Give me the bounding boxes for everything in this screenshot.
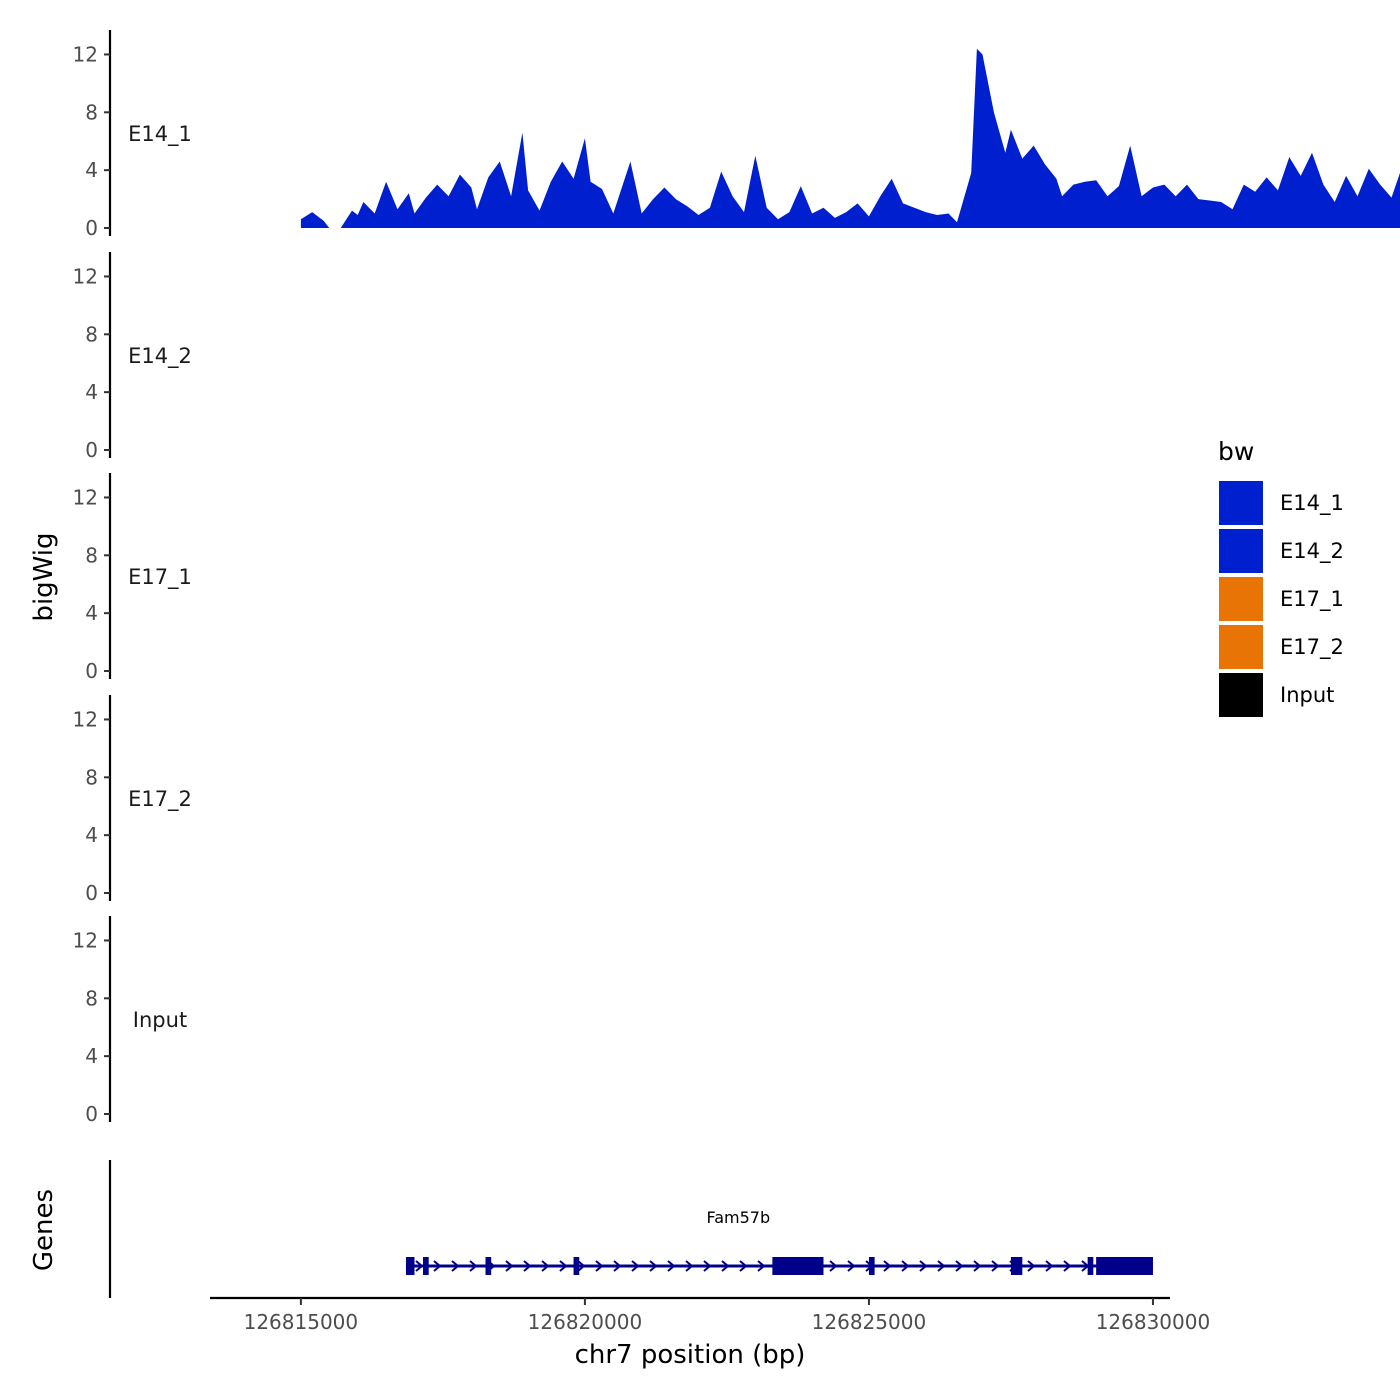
genes-axis-title: Genes bbox=[29, 1189, 59, 1271]
x-axis: 126815000 126820000 126825000 126830000 bbox=[210, 1296, 1211, 1334]
legend-title: bw bbox=[1218, 437, 1254, 466]
track-label: E14_2 bbox=[128, 344, 192, 369]
track-label: E17_2 bbox=[128, 787, 192, 812]
legend-key bbox=[1217, 527, 1265, 575]
y-tick-label: 0 bbox=[85, 216, 98, 240]
legend-key bbox=[1217, 671, 1265, 719]
x-tick-label: 126830000 bbox=[1096, 1310, 1211, 1334]
y-tick-label: 0 bbox=[85, 1102, 98, 1126]
strand-arrow bbox=[451, 1260, 460, 1272]
y-tick-label: 12 bbox=[73, 707, 98, 731]
strand-arrow bbox=[739, 1260, 748, 1272]
gene-track: Fam57b bbox=[108, 1160, 1153, 1298]
track-e14-2: 0 4 8 12 E14_2 bbox=[73, 252, 192, 462]
strand-arrow bbox=[883, 1260, 892, 1272]
track-e17-2: 0 4 8 12 E17_2 bbox=[73, 695, 192, 905]
strand-arrow bbox=[937, 1260, 946, 1272]
legend-key bbox=[1217, 623, 1265, 671]
gene-exon bbox=[772, 1257, 824, 1275]
strand-arrow bbox=[577, 1260, 586, 1272]
strand-arrow bbox=[649, 1260, 658, 1272]
strand-arrow bbox=[559, 1260, 568, 1272]
x-tick-label: 126815000 bbox=[244, 1310, 359, 1334]
strand-arrow bbox=[595, 1260, 604, 1272]
strand-arrow bbox=[469, 1260, 478, 1272]
strand-arrow bbox=[541, 1260, 550, 1272]
gene-exon bbox=[573, 1257, 580, 1275]
strand-arrow bbox=[721, 1260, 730, 1272]
strand-arrow bbox=[991, 1260, 1000, 1272]
strand-arrow bbox=[505, 1260, 514, 1272]
strand-arrow bbox=[631, 1260, 640, 1272]
strand-arrow bbox=[613, 1260, 622, 1272]
gene-exon bbox=[405, 1257, 415, 1275]
strand-arrow bbox=[685, 1260, 694, 1272]
gene-label: Fam57b bbox=[706, 1208, 770, 1227]
gene-exon bbox=[485, 1257, 492, 1275]
y-tick-label: 12 bbox=[73, 42, 98, 66]
strand-arrow bbox=[1063, 1260, 1072, 1272]
strand-arrow bbox=[1027, 1260, 1036, 1272]
gene-exon bbox=[868, 1257, 875, 1275]
y-tick-label: 0 bbox=[85, 881, 98, 905]
strand-arrow bbox=[919, 1260, 928, 1272]
legend-key bbox=[1217, 479, 1265, 527]
y-tick-label: 8 bbox=[85, 986, 98, 1010]
track-label: E14_1 bbox=[128, 122, 192, 147]
strand-arrow bbox=[973, 1260, 982, 1272]
y-tick-label: 8 bbox=[85, 322, 98, 346]
y-tick-label: 4 bbox=[85, 823, 98, 847]
x-axis-title: chr7 position (bp) bbox=[575, 1340, 806, 1370]
y-tick-label: 8 bbox=[85, 100, 98, 124]
track-panels: 0 4 8 12 E14_1 0 4 8 12 E14_2 0 4 8 12 E17_1 0 4 8 12 E17_2… bbox=[73, 30, 1400, 1126]
strand-arrow bbox=[703, 1260, 712, 1272]
gene-exon bbox=[1096, 1257, 1153, 1275]
strand-arrow bbox=[829, 1260, 838, 1272]
x-tick-label: 126825000 bbox=[812, 1310, 927, 1334]
legend-label: E17_2 bbox=[1280, 635, 1344, 660]
y-tick-label: 4 bbox=[85, 380, 98, 404]
strand-arrow bbox=[955, 1260, 964, 1272]
y-tick-label: 4 bbox=[85, 601, 98, 625]
gene-exon bbox=[1010, 1257, 1023, 1275]
y-tick-label: 0 bbox=[85, 438, 98, 462]
strand-arrow bbox=[667, 1260, 676, 1272]
strand-arrow bbox=[433, 1260, 442, 1272]
y-tick-label: 8 bbox=[85, 765, 98, 789]
y-tick-label: 12 bbox=[73, 485, 98, 509]
y-tick-label: 12 bbox=[73, 928, 98, 952]
y-tick-label: 4 bbox=[85, 1044, 98, 1068]
legend: bw E14_1 E14_2 E17_1 E17_2 Input bbox=[1217, 437, 1344, 719]
x-tick-label: 126820000 bbox=[528, 1310, 643, 1334]
strand-arrow bbox=[757, 1260, 766, 1272]
legend-label: E17_1 bbox=[1280, 587, 1344, 612]
legend-label: E14_2 bbox=[1280, 539, 1344, 564]
legend-label: Input bbox=[1280, 683, 1334, 707]
track-label: Input bbox=[133, 1008, 187, 1032]
y-tick-label: 0 bbox=[85, 659, 98, 683]
strand-arrow bbox=[847, 1260, 856, 1272]
strand-arrow bbox=[901, 1260, 910, 1272]
strand-arrow bbox=[523, 1260, 532, 1272]
legend-key bbox=[1217, 575, 1265, 623]
track-input: 0 4 8 12 Input bbox=[73, 916, 187, 1126]
y-tick-label: 12 bbox=[73, 264, 98, 288]
track-e17-1: 0 4 8 12 E17_1 bbox=[73, 473, 192, 683]
track-label: E17_1 bbox=[128, 565, 192, 590]
legend-label: E14_1 bbox=[1280, 491, 1344, 516]
y-tick-label: 4 bbox=[85, 158, 98, 182]
strand-arrow bbox=[415, 1260, 424, 1272]
y-tick-label: 8 bbox=[85, 543, 98, 567]
track-e14-1: 0 4 8 12 E14_1 bbox=[73, 30, 1400, 240]
y-axis-title: bigWig bbox=[29, 532, 59, 621]
signal-area bbox=[300, 48, 1400, 228]
gene-exon bbox=[1087, 1257, 1094, 1275]
strand-arrow bbox=[1045, 1260, 1054, 1272]
gene-exon bbox=[423, 1257, 429, 1275]
